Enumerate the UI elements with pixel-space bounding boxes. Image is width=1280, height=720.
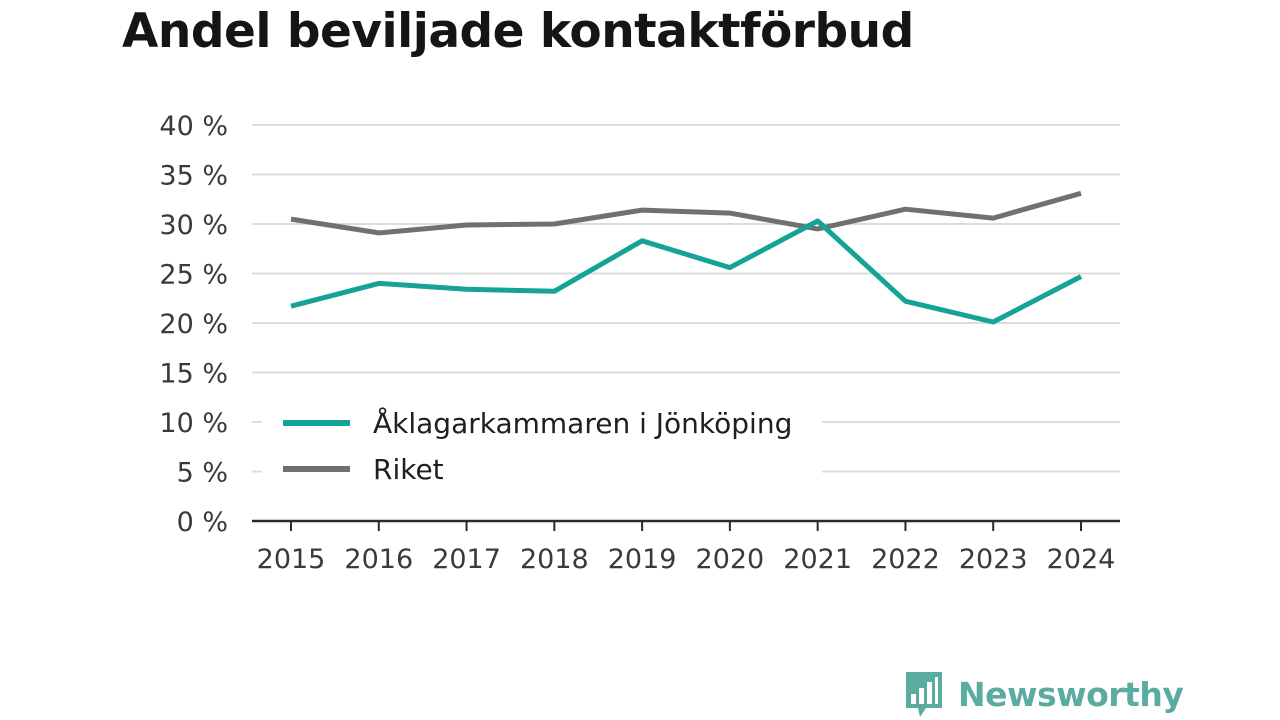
legend: Åklagarkammaren i Jönköping Riket — [262, 397, 822, 486]
y-tick-label: 0 % — [177, 507, 228, 538]
legend-label: Riket — [373, 453, 444, 486]
newsworthy-logo: Newsworthy — [902, 668, 1184, 720]
y-tick-label: 5 % — [177, 458, 228, 489]
x-tick-label: 2017 — [432, 544, 501, 575]
x-tick-label: 2021 — [783, 544, 852, 575]
y-tick-label: 20 % — [159, 309, 228, 340]
y-tick-label: 35 % — [159, 161, 228, 192]
y-tick-label: 25 % — [159, 260, 228, 291]
x-axis: 2015 2016 2017 2018 2019 2020 2021 2022 2023 2024 — [252, 519, 1120, 575]
y-tick-label: 30 % — [159, 210, 228, 241]
x-tick-label: 2016 — [344, 544, 413, 575]
x-tick-label: 2018 — [520, 544, 589, 575]
y-axis-ticks: 0 % 5 % 10 % 15 % 20 % 25 % 30 % 35 % 40 % — [159, 111, 228, 538]
series-lines — [290, 190, 1083, 325]
y-tick-label: 10 % — [159, 408, 228, 439]
x-tick-label: 2024 — [1047, 544, 1116, 575]
bar-chart-speech-bubble-icon — [906, 672, 942, 717]
y-tick-label: 40 % — [159, 111, 228, 142]
x-tick-label: 2020 — [696, 544, 765, 575]
x-tick-label: 2023 — [959, 544, 1028, 575]
brand-name: Newsworthy — [958, 674, 1184, 714]
x-tick-label: 2022 — [871, 544, 940, 575]
chart-title: Andel beviljade kontaktförbud — [122, 4, 914, 59]
y-tick-label: 15 % — [159, 359, 228, 390]
x-tick-label: 2015 — [257, 544, 326, 575]
series-line-riket — [290, 190, 1082, 236]
series-line-aklagarkammaren — [290, 218, 1083, 325]
legend-background — [262, 397, 822, 473]
legend-label: Åklagarkammaren i Jönköping — [373, 406, 792, 440]
x-tick-label: 2019 — [608, 544, 677, 575]
